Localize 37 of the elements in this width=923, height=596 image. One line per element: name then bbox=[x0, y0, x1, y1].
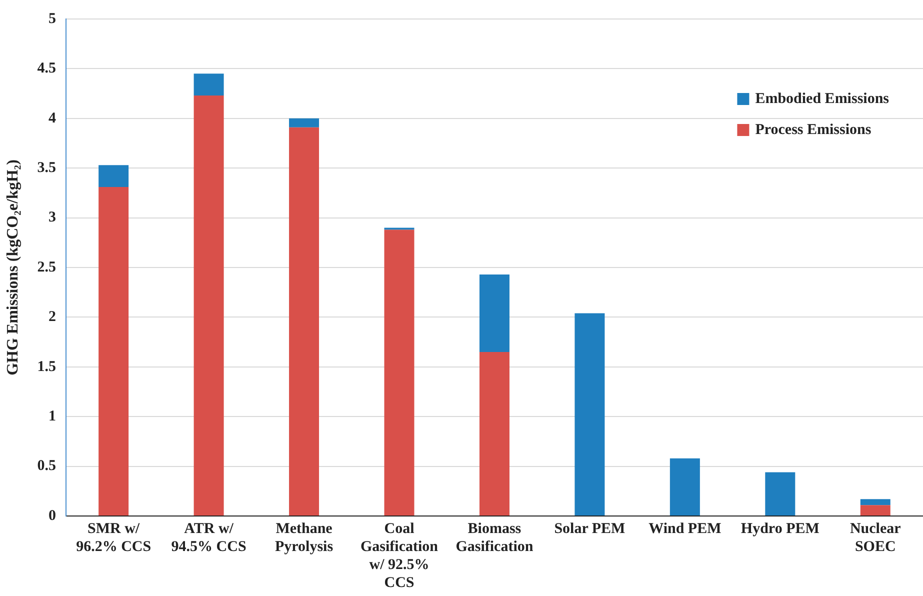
bar bbox=[765, 472, 796, 516]
y-tick-label: 0.5 bbox=[37, 458, 56, 474]
bar bbox=[289, 127, 320, 516]
y-tick-label: 1 bbox=[48, 408, 56, 424]
y-axis-title: GHG Emissions (kgCO₂e/kgH₂) bbox=[4, 160, 22, 376]
y-tick-label: 4.5 bbox=[37, 60, 56, 77]
x-tick-label: Hydro PEM bbox=[740, 520, 820, 537]
y-tick-label: 2 bbox=[48, 309, 56, 326]
y-tick-label: 1.5 bbox=[37, 358, 56, 375]
y-tick-label: 0 bbox=[48, 508, 56, 524]
x-tick-label: Wind PEM bbox=[648, 520, 722, 537]
x-tick-label: ATR w/ 94.5% CCS bbox=[171, 520, 246, 555]
bar bbox=[98, 165, 129, 187]
bar bbox=[479, 352, 510, 516]
x-tick-label: Nuclear SOEC bbox=[850, 520, 902, 555]
legend-label: Process Emissions bbox=[755, 122, 872, 138]
bar bbox=[194, 96, 224, 516]
x-tick-label: SMR w/ 96.2% CCS bbox=[76, 520, 152, 555]
bar bbox=[194, 74, 224, 96]
bar bbox=[860, 499, 890, 506]
bar bbox=[479, 274, 510, 352]
bar bbox=[670, 458, 700, 516]
x-tick-label: Methane Pyrolysis bbox=[274, 520, 334, 555]
y-tick-label: 3 bbox=[48, 210, 56, 226]
x-tick-label: Solar PEM bbox=[554, 520, 626, 537]
y-tick-label: 4 bbox=[48, 110, 56, 126]
bar bbox=[289, 118, 320, 128]
x-tick-label: Biomass Gasification bbox=[456, 520, 534, 555]
bar bbox=[384, 230, 414, 516]
bar bbox=[574, 313, 605, 516]
legend-label: Embodied Emissions bbox=[755, 90, 890, 107]
y-tick-label: 3.5 bbox=[37, 160, 56, 176]
bar bbox=[860, 505, 890, 516]
bar bbox=[98, 186, 129, 516]
x-tick-label: Coal Gasification w/ 92.5% CCS bbox=[360, 520, 439, 591]
y-tick-label: 5 bbox=[48, 10, 56, 27]
y-tick-label: 2.5 bbox=[37, 259, 56, 276]
